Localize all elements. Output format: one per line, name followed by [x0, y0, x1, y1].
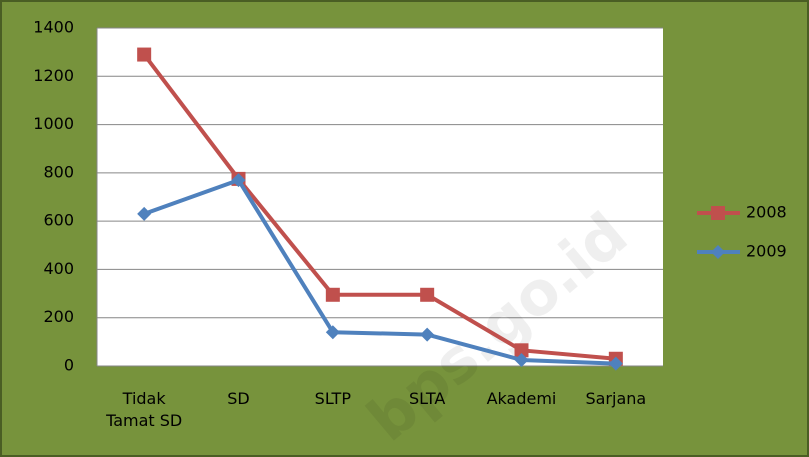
y-tick-label: 600 — [43, 211, 74, 230]
data-point — [231, 173, 246, 188]
data-point — [325, 287, 340, 302]
y-tick-label: 1400 — [33, 18, 74, 37]
legend-marker — [711, 245, 725, 259]
data-point — [325, 325, 340, 340]
y-tick-label: 800 — [43, 162, 74, 181]
y-tick-label: 400 — [43, 259, 74, 278]
data-point — [420, 287, 435, 302]
data-point — [514, 343, 529, 358]
data-point — [137, 206, 152, 221]
x-tick-label: SD — [227, 389, 250, 408]
y-tick-label: 0 — [64, 356, 74, 375]
plot-area — [97, 28, 663, 366]
data-point — [137, 47, 152, 62]
y-tick-label: 1200 — [33, 66, 74, 85]
data-point — [420, 327, 435, 342]
series-line — [143, 178, 616, 366]
legend-label: 2008 — [746, 203, 787, 222]
x-tick-label: SLTP — [314, 389, 351, 408]
series-line — [142, 53, 617, 361]
x-tick-label: SLTA — [408, 389, 446, 408]
x-tick-label: Sarjana — [585, 389, 647, 408]
legend-marker — [711, 206, 725, 220]
data-point — [514, 352, 529, 367]
legend-label: 2009 — [746, 242, 787, 261]
x-tick-label: Tidak Tamat SD — [106, 389, 183, 430]
x-tick-label: Akademi — [486, 389, 557, 408]
y-tick-label: 200 — [43, 307, 74, 326]
y-tick-label: 1000 — [33, 114, 74, 133]
data-point — [608, 356, 623, 371]
